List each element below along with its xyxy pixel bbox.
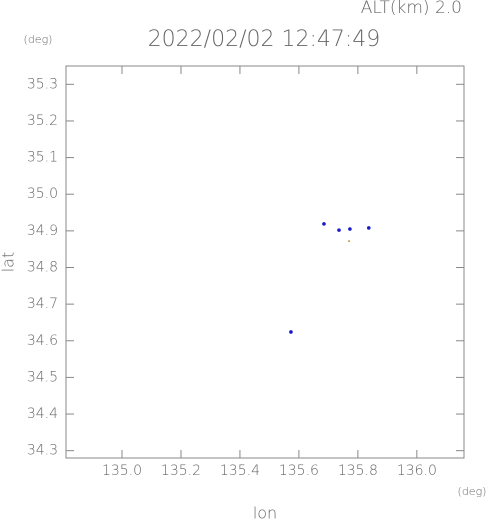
y-tick-label: 35.2 xyxy=(27,113,58,129)
x-tick-label: 135.2 xyxy=(161,463,201,479)
x-tick-label: 135.4 xyxy=(220,463,260,479)
point xyxy=(348,227,352,231)
x-tick-label: 135.6 xyxy=(279,463,319,479)
y-tick-label: 34.4 xyxy=(27,406,58,422)
point xyxy=(322,222,326,226)
chart-title: 2022/02/02 12:47:49 xyxy=(148,27,381,52)
point xyxy=(289,330,293,334)
x-unit: (deg) xyxy=(458,485,487,498)
y-tick-label: 34.7 xyxy=(27,296,58,312)
x-tick-label: 136.0 xyxy=(397,463,437,479)
y-tick-label: 34.9 xyxy=(27,223,58,239)
point xyxy=(337,228,341,232)
y-tick-label: 35.0 xyxy=(27,186,58,202)
y-tick-label: 35.3 xyxy=(27,76,58,92)
x-axis-label: lon xyxy=(253,504,277,521)
y-tick-label: 34.3 xyxy=(27,443,58,459)
y-axis-label: lat xyxy=(0,252,18,273)
y-tick-label: 35.1 xyxy=(27,150,58,166)
plot-frame xyxy=(65,65,465,459)
x-tick-label: 135.0 xyxy=(102,463,142,479)
y-unit: (deg) xyxy=(24,33,53,46)
y-tick-label: 34.8 xyxy=(27,259,58,275)
point xyxy=(348,240,351,243)
y-tick-label: 34.5 xyxy=(27,369,58,385)
x-tick-label: 135.8 xyxy=(338,463,378,479)
altitude-annotation: ALT(km) 2.0 xyxy=(361,0,462,18)
point xyxy=(366,226,371,230)
y-tick-label: 34.6 xyxy=(27,333,58,349)
